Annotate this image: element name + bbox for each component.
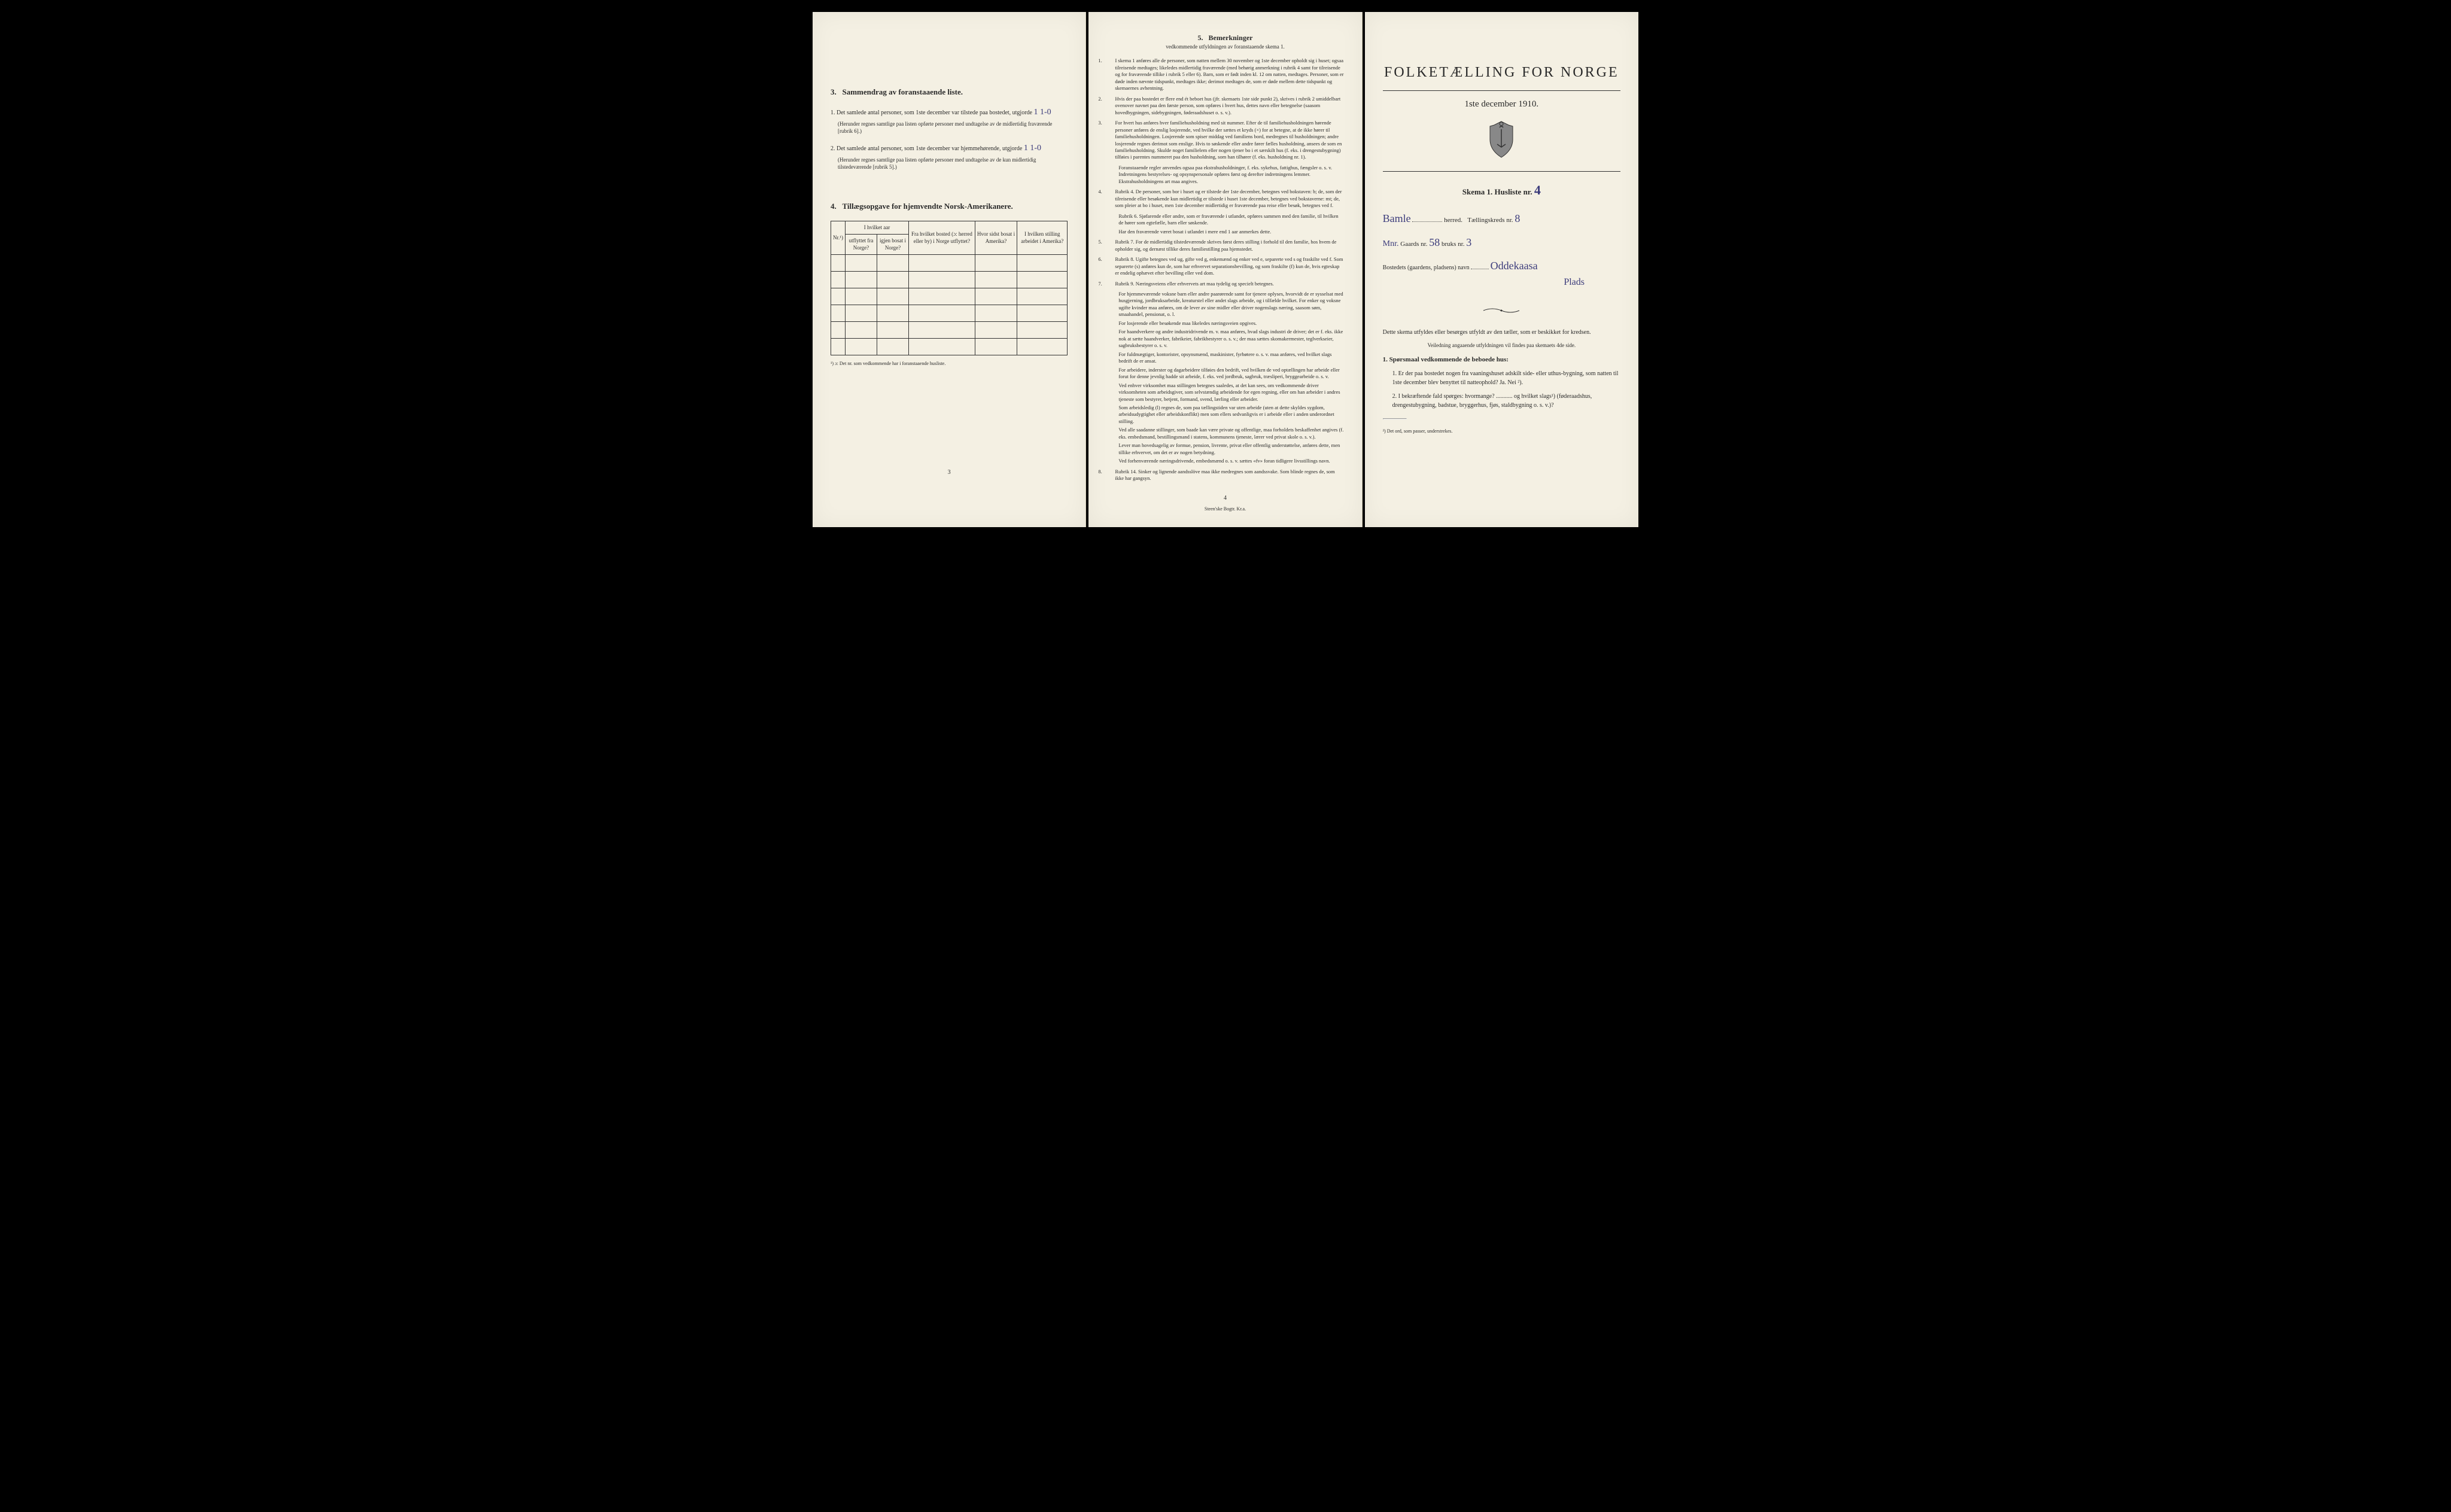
- crest-rule: [1383, 171, 1620, 172]
- remark-3: 3. For hvert hus anføres hver familiehus…: [1115, 120, 1343, 161]
- section-3-num: 3.: [831, 87, 837, 96]
- bostedet-line: Bostedets (gaardens, pladsens) navn Odde…: [1383, 258, 1620, 273]
- q2-num: 2.: [831, 145, 835, 152]
- th-stilling: I hvilken stilling arbeidet i Amerika?: [1017, 221, 1068, 254]
- bruks-label: bruks nr.: [1442, 241, 1465, 248]
- bostedet-hw2: Plads: [1564, 277, 1585, 287]
- remark-4-r6b: Har den fraværende været bosat i utlande…: [1118, 229, 1343, 235]
- remark-4-r6: Rubrik 6. Sjøfarende eller andre, som er…: [1118, 213, 1343, 227]
- page-3: 3. Sammendrag av foranstaaende liste. 1.…: [813, 12, 1086, 527]
- gaards-label: Gaards nr.: [1400, 241, 1427, 248]
- herred-hw: Bamle: [1383, 212, 1411, 224]
- remark-8: 8. Rubrik 14. Sinker og lignende aandssl…: [1115, 468, 1343, 482]
- th-nr: Nr.¹): [831, 221, 846, 254]
- q1-1: 1. Er der paa bostedet nogen fra vaaning…: [1392, 369, 1620, 387]
- gaards-line: Mnr. Gaards nr. 58 bruks nr. 3: [1383, 235, 1620, 250]
- remark-4: 4. Rubrik 4. De personer, som bor i huse…: [1115, 188, 1343, 209]
- q2-text: Det samlede antal personer, som 1ste dec…: [837, 145, 1022, 152]
- remark-7e: For arbeidere, inderster og dagarbeidere…: [1118, 367, 1343, 381]
- remark-6: 6. Rubrik 8. Ugifte betegnes ved ug, gif…: [1115, 256, 1343, 276]
- table-row: [831, 305, 1068, 321]
- table-row: [831, 321, 1068, 338]
- remark-7h: Ved alle saadanne stillinger, som baade …: [1118, 427, 1343, 440]
- th-utflyttet: utflyttet fra Norge?: [845, 234, 877, 254]
- remarks: 1. I skema 1 anføres alle de personer, s…: [1106, 57, 1343, 482]
- th-fra: Fra hvilket bosted (ɔ: herred eller by) …: [909, 221, 975, 254]
- veiledning: Veiledning angaaende utfyldningen vil fi…: [1383, 342, 1620, 350]
- coat-of-arms: [1383, 120, 1620, 162]
- page-4: 5. Bemerkninger vedkommende utfyldningen…: [1088, 12, 1362, 527]
- amerikanere-table: Nr.¹) I hvilket aar Fra hvilket bosted (…: [831, 221, 1068, 355]
- right-body: Dette skema utfyldes eller besørges utfy…: [1383, 328, 1620, 435]
- section-5-title: 5. Bemerkninger: [1106, 33, 1343, 43]
- section-4-text: Tillægsopgave for hjemvendte Norsk-Ameri…: [843, 202, 1013, 211]
- remark-7c: For haandverkere og andre industridriven…: [1118, 328, 1343, 349]
- table-row: [831, 271, 1068, 288]
- remark-7b: For losjerende eller besøkende maa likel…: [1118, 320, 1343, 327]
- skema-line: Skema 1. Husliste nr. 4: [1383, 181, 1620, 200]
- herred-line: Bamle herred. Tællingskreds nr. 8: [1383, 211, 1620, 226]
- q1-title: 1. Spørsmaal vedkommende de beboede hus:: [1383, 355, 1620, 365]
- section-5-num: 5.: [1197, 34, 1203, 42]
- remark-2: 2. Hvis der paa bostedet er flere end ét…: [1115, 96, 1343, 116]
- body-p1: Dette skema utfyldes eller besørges utfy…: [1383, 328, 1620, 337]
- taellingskreds-label: Tællingskreds nr.: [1467, 217, 1513, 224]
- mnr-hw: Mnr.: [1383, 239, 1399, 248]
- section-5-sub: vedkommende utfyldningen av foranstaaend…: [1106, 43, 1343, 51]
- page-1: FOLKETÆLLING FOR NORGE 1ste december 191…: [1365, 12, 1638, 527]
- section-4-num: 4.: [831, 202, 837, 211]
- th-igjen: igjen bosat i Norge?: [877, 234, 908, 254]
- section-3-title: 3. Sammendrag av foranstaaende liste.: [831, 87, 1068, 98]
- remark-3-extra: Foranstaaende regler anvendes ogsaa paa …: [1118, 165, 1343, 185]
- q2: 2. Det samlede antal personer, som 1ste …: [831, 142, 1068, 171]
- table-row: [831, 254, 1068, 271]
- footnote-right: ²) Det ord, som passer, understrekes.: [1383, 428, 1620, 435]
- separator-ornament: [1383, 307, 1620, 317]
- q1: 1. Det samlede antal personer, som 1ste …: [831, 107, 1068, 135]
- section-3-text: Sammendrag av foranstaaende liste.: [843, 87, 963, 96]
- gaards-nr: 58: [1429, 236, 1440, 248]
- remark-7a: For hjemmeværende voksne barn eller andr…: [1118, 291, 1343, 318]
- herred-label: herred.: [1444, 217, 1462, 224]
- q2-hw: 1 1-0: [1024, 144, 1041, 153]
- remark-7f: Ved enhver virksomhet maa stillingen bet…: [1118, 382, 1343, 403]
- printer-mark: Steen'ske Bogtr. Kr.a.: [1106, 506, 1343, 512]
- remark-7: 7. Rubrik 9. Næringsveiens eller erhverv…: [1115, 281, 1343, 287]
- bostedet-label: Bostedets (gaardens, pladsens) navn: [1383, 264, 1470, 271]
- remark-7i: Lever man hovedsagelig av formue, pensio…: [1118, 442, 1343, 456]
- q1-2: 2. I bekræftende fald spørges: hvormange…: [1392, 392, 1620, 410]
- husliste-nr: 4: [1534, 182, 1541, 197]
- main-date: 1ste december 1910.: [1383, 98, 1620, 111]
- remark-7g: Som arbeidsledig (l) regnes de, som paa …: [1118, 404, 1343, 425]
- bruks-nr: 3: [1466, 236, 1471, 248]
- q1-sub: (Herunder regnes samtlige paa listen opf…: [838, 120, 1068, 135]
- pagenum-3: 3: [831, 468, 1068, 477]
- remark-5: 5. Rubrik 7. For de midlertidig tilstede…: [1115, 239, 1343, 252]
- bostedet-hw1: Oddekaasa: [1491, 260, 1538, 272]
- remark-7d: For fuldmægtiger, kontorister, opsynsmæn…: [1118, 351, 1343, 365]
- main-title: FOLKETÆLLING FOR NORGE: [1383, 63, 1620, 83]
- q1-num: 1.: [831, 109, 835, 116]
- remark-7j: Ved forhenværende næringsdrivende, embed…: [1118, 458, 1343, 464]
- th-sidst: Hvor sidst bosat i Amerika?: [975, 221, 1017, 254]
- footnote-left: ¹) ɔ: Det nr. som vedkommende har i fora…: [831, 360, 1068, 367]
- table-row: [831, 288, 1068, 305]
- q1-hw: 1 1-0: [1033, 108, 1051, 117]
- th-aar: I hvilket aar: [845, 221, 908, 234]
- q2-sub: (Herunder regnes samtlige paa listen opf…: [838, 156, 1068, 171]
- taellingskreds-nr: 8: [1515, 212, 1520, 224]
- census-document: 3. Sammendrag av foranstaaende liste. 1.…: [813, 12, 1638, 527]
- title-rule: [1383, 90, 1620, 91]
- section-4-title: 4. Tillægsopgave for hjemvendte Norsk-Am…: [831, 201, 1068, 212]
- pagenum-4: 4: [1106, 494, 1343, 503]
- table-row: [831, 338, 1068, 355]
- section-5-text: Bemerkninger: [1208, 34, 1252, 42]
- q1-text: Det samlede antal personer, som 1ste dec…: [837, 109, 1032, 116]
- skema-label: Skema 1. Husliste nr.: [1462, 187, 1532, 196]
- remark-1: 1. I skema 1 anføres alle de personer, s…: [1115, 57, 1343, 92]
